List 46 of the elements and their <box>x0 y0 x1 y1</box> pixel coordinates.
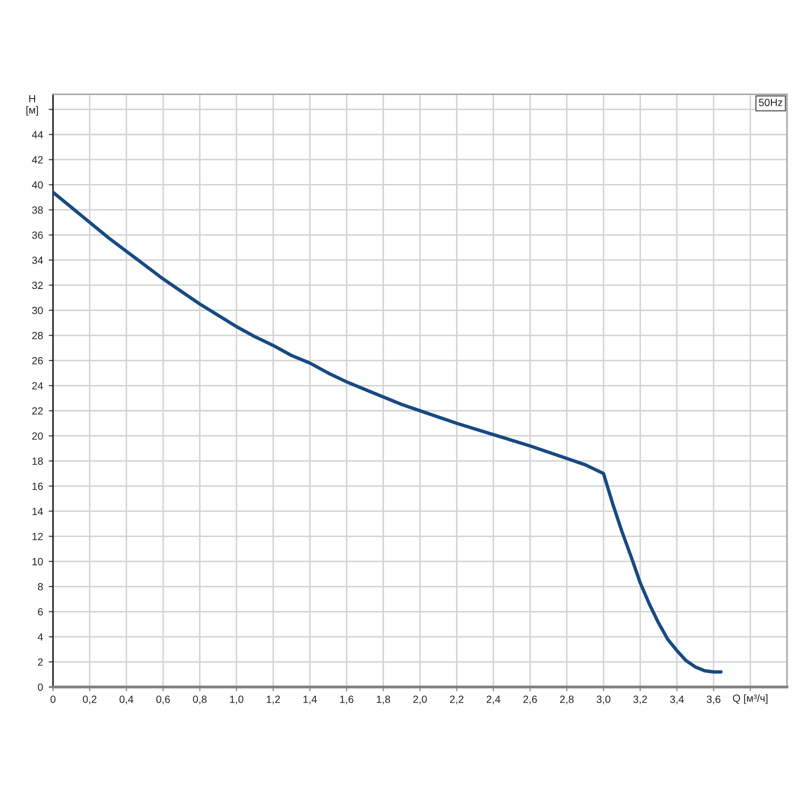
y-tick-label: 32 <box>32 282 43 290</box>
y-tick-label: 44 <box>32 131 43 138</box>
y-tick-label: 12 <box>32 532 43 540</box>
x-tick-label: 0,2 <box>82 696 96 704</box>
x-tick-label: 0,4 <box>120 696 134 704</box>
y-tick-label: 10 <box>32 558 43 566</box>
y-tick-label: 4 <box>38 633 43 641</box>
x-tick-label: 1,8 <box>376 696 390 704</box>
y-tick-label: 36 <box>32 231 43 239</box>
x-tick-label: 2,4 <box>486 696 500 704</box>
x-tick-label: 3,6 <box>706 696 720 704</box>
y-tick-label: 18 <box>32 457 43 465</box>
y-tick-label: 22 <box>32 407 43 415</box>
y-tick-label: 30 <box>32 306 43 314</box>
annotation: 50Hz <box>758 98 782 106</box>
x-tick-label: 1,4 <box>303 696 317 704</box>
y-tick-label: 20 <box>32 432 43 440</box>
x-tick-label: 1,6 <box>340 696 354 704</box>
x-tick-label: 1,2 <box>266 696 280 704</box>
y-tick-label: 38 <box>32 206 43 214</box>
x-tick-label: 3,4 <box>670 696 684 704</box>
y-tick-label: 8 <box>38 583 43 590</box>
y-tick-label: 0 <box>38 684 43 691</box>
x-tick-label: 2,8 <box>560 696 574 704</box>
x-tick-label: 2,2 <box>450 696 464 704</box>
y-tick-label: 16 <box>32 482 43 490</box>
y-tick-label: 14 <box>32 508 43 515</box>
y-tick-label: 26 <box>32 357 43 364</box>
x-tick-label: 0 <box>50 696 56 703</box>
y-tick-label: 40 <box>32 181 43 189</box>
x-tick-label: 0,8 <box>192 696 207 704</box>
y-tick-label: 34 <box>32 256 43 264</box>
x-axis-title: Q [м³/ч] <box>732 694 768 704</box>
y-axis-title: H [м] <box>26 95 38 116</box>
y-tick-label: 24 <box>32 382 43 390</box>
x-tick-label: 0,6 <box>156 696 170 704</box>
x-tick-label: 2,6 <box>523 696 537 704</box>
x-tick-label: 1,0 <box>230 696 244 704</box>
y-tick-label: 42 <box>32 156 43 164</box>
y-tick-label: 28 <box>32 332 43 340</box>
y-tick-label: 6 <box>38 608 43 616</box>
x-tick-label: 3,0 <box>596 696 610 704</box>
line-series <box>53 190 723 674</box>
x-tick-label: 3,2 <box>633 696 647 704</box>
y-tick-label: 2 <box>38 658 43 666</box>
x-tick-label: 2,0 <box>413 696 427 704</box>
